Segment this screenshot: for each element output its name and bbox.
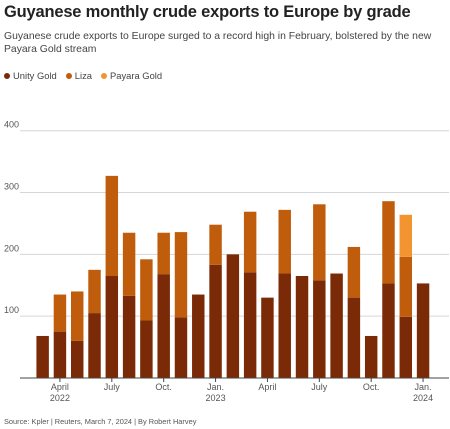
legend-label-liza: Liza xyxy=(74,70,92,81)
x-tick-label-2023-01-1: 2023 xyxy=(206,393,226,403)
legend-label-unity-gold: Unity Gold xyxy=(13,70,57,81)
bar-unity-gold-2022-11 xyxy=(174,317,188,378)
bar-liza-2023-11 xyxy=(382,201,395,284)
y-tick-label-100: 100 xyxy=(4,305,19,315)
x-tick-label-2023-04-0: April xyxy=(258,382,276,392)
bar-unity-gold-2022-10 xyxy=(157,274,170,378)
bar-liza-2023-09 xyxy=(347,246,361,298)
bar-unity-gold-2022-09 xyxy=(140,320,153,378)
legend: Unity Gold Liza Payara Gold xyxy=(4,70,162,81)
x-tick-label-2022-04-0: April xyxy=(51,382,69,392)
chart-title: Guyanese monthly crude exports to Europe… xyxy=(4,3,411,21)
bar-unity-gold-2023-08 xyxy=(330,273,343,378)
x-tick-label-2023-01-0: Jan. xyxy=(207,382,224,392)
bar-unity-gold-2022-04 xyxy=(53,331,67,378)
bar-liza-2022-07 xyxy=(105,175,119,276)
bar-unity-gold-2023-03 xyxy=(243,272,257,378)
y-tick-label-300: 300 xyxy=(4,182,19,192)
bar-unity-gold-2023-12 xyxy=(399,316,412,378)
legend-swatch-liza xyxy=(65,72,72,79)
bar-liza-2022-05 xyxy=(71,291,84,341)
bar-unity-gold-2023-09 xyxy=(347,297,361,378)
bar-liza-2022-04 xyxy=(53,294,67,332)
bar-liza-2023-05 xyxy=(278,209,291,274)
legend-item-liza: Liza xyxy=(65,70,92,81)
bar-unity-gold-2023-10 xyxy=(364,335,378,378)
x-tick-label-2023-10-0: Oct. xyxy=(363,382,380,392)
y-tick-label-400: 400 xyxy=(4,120,19,130)
x-tick-label-2022-10-0: Oct. xyxy=(155,382,172,392)
bar-liza-2023-01 xyxy=(209,224,222,265)
bar-unity-gold-2022-07 xyxy=(105,276,119,378)
bar-unity-gold-2023-02 xyxy=(226,254,240,378)
bar-unity-gold-2024-01 xyxy=(416,283,430,378)
x-tick-label-2022-07-0: July xyxy=(104,382,121,392)
bar-unity-gold-2023-06 xyxy=(295,276,309,378)
bar-unity-gold-2023-01 xyxy=(209,264,222,378)
bar-liza-2022-06 xyxy=(88,269,101,314)
bar-liza-2022-09 xyxy=(140,259,153,321)
bar-liza-2022-11 xyxy=(174,232,188,318)
legend-swatch-unity-gold xyxy=(4,72,10,79)
bar-payara-gold-2023-12 xyxy=(399,214,412,257)
bar-liza-2022-10 xyxy=(157,232,170,275)
legend-item-payara-gold: Payara Gold xyxy=(100,70,163,81)
x-tick-label-2024-01-0: Jan. xyxy=(415,382,432,392)
legend-swatch-payara-gold xyxy=(100,72,107,79)
x-tick-label-2023-07-0: July xyxy=(311,382,328,392)
bar-liza-2022-08 xyxy=(122,232,136,296)
bar-unity-gold-2022-03 xyxy=(36,335,49,378)
bar-liza-2023-03 xyxy=(243,211,257,273)
x-tick-label-2022-04-1: 2022 xyxy=(50,393,70,403)
bar-unity-gold-2023-05 xyxy=(278,273,291,378)
bar-unity-gold-2023-07 xyxy=(313,280,326,378)
x-tick-label-2024-01-1: 2024 xyxy=(413,393,433,403)
bar-liza-2023-12 xyxy=(399,256,412,317)
legend-item-unity-gold: Unity Gold xyxy=(4,70,57,81)
bar-unity-gold-2022-12 xyxy=(192,294,205,378)
legend-label-payara-gold: Payara Gold xyxy=(109,70,163,81)
bar-liza-2023-07 xyxy=(313,204,326,281)
chart-subtitle: Guyanese crude exports to Europe surged … xyxy=(4,31,432,55)
source-note: Source: Kpler | Reuters, March 7, 2024 |… xyxy=(4,417,197,426)
bar-unity-gold-2022-05 xyxy=(71,340,84,378)
y-tick-label-200: 200 xyxy=(4,243,19,253)
bar-unity-gold-2022-06 xyxy=(88,313,101,378)
bar-unity-gold-2023-04 xyxy=(261,297,274,378)
bar-unity-gold-2023-11 xyxy=(382,283,395,378)
bar-unity-gold-2022-08 xyxy=(122,295,136,378)
